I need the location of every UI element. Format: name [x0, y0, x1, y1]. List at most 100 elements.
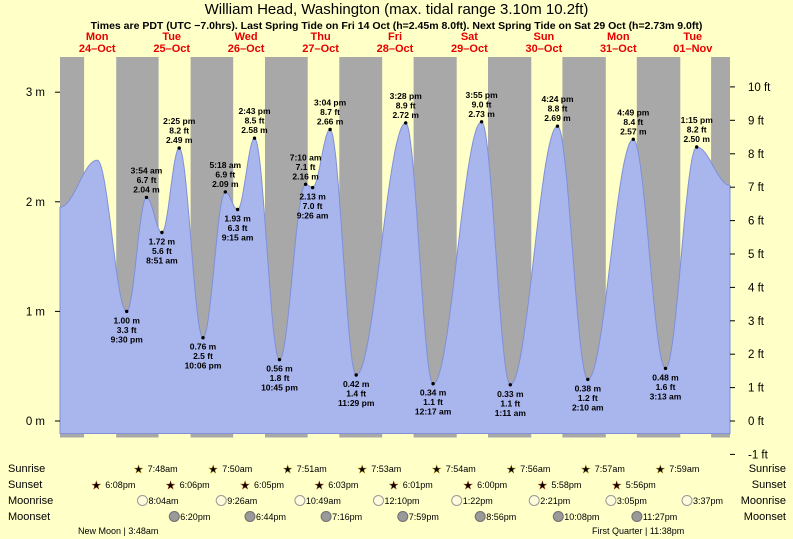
y-axis-right-label: 8 ft [748, 149, 765, 161]
tide-point-low [235, 207, 240, 212]
row-label-right-moonset: Moonset [744, 511, 786, 523]
moonrise-time: 8:04am [149, 496, 179, 506]
moonrise-circle-icon [294, 495, 306, 506]
tide-annotation-low: 2:10 am [572, 402, 604, 412]
tide-point-high [479, 120, 484, 124]
sunset-time: 6:01pm [403, 480, 433, 490]
tide-point-low [586, 377, 590, 382]
tide-annotation-high: 8.2 ft [169, 126, 189, 136]
moonrise-time: 3:37pm [693, 496, 723, 506]
sunset-star-icon: ★ [314, 480, 324, 492]
moonset-time: 10:08pm [564, 512, 599, 522]
day-label-weekday: Fri [388, 31, 402, 43]
page-subtitle: Times are PDT (UTC −7.0hrs). Last Spring… [90, 20, 703, 32]
tide-annotation-high: 4:49 pm [617, 107, 650, 117]
tide-annotation-low: 3:13 am [650, 391, 682, 401]
moonrise-circle-icon [528, 495, 540, 506]
tide-annotation-high: 6.7 ft [137, 175, 157, 185]
sunrise-star-icon: ★ [283, 464, 293, 476]
moonrise-time: 10:49am [306, 496, 341, 506]
tide-point-high [177, 146, 181, 150]
y-axis-right-tick [730, 220, 735, 222]
sunrise-time: 7:57am [595, 464, 625, 474]
tide-annotation-low: 0.38 m [575, 383, 602, 393]
tide-point-low [201, 336, 205, 340]
tide-annotation-high: 7:10 am [290, 152, 322, 162]
tide-annotation-low: 0.42 m [343, 379, 370, 389]
tide-annotation-low: 1.72 m [149, 237, 176, 247]
sunrise-star-icon: ★ [134, 464, 144, 476]
day-label-weekday: Sat [461, 31, 478, 43]
tide-annotation-high: 2.58 m [241, 125, 268, 135]
tide-annotation-high: 8.7 ft [320, 107, 340, 117]
tide-annotation-low: 1.2 ft [578, 393, 598, 403]
y-axis-left-tick [55, 420, 60, 422]
y-axis-right-label: 3 ft [748, 316, 765, 328]
tide-point-high [223, 190, 227, 194]
tide-annotation-high: 2:43 pm [238, 106, 271, 116]
y-axis-right-label: -1 ft [748, 449, 769, 461]
y-axis-right-tick [730, 86, 735, 88]
page-title: William Head, Washington (max. tidal ran… [204, 1, 589, 18]
moonset-circle-icon [168, 511, 180, 522]
tide-annotation-high: 8.2 ft [687, 125, 707, 135]
sunset-star-icon: ★ [612, 480, 622, 492]
y-axis-right-tick [730, 253, 735, 255]
tide-annotation-high: 9.0 ft [472, 99, 492, 109]
tide-annotation-low: 1:11 am [495, 408, 527, 418]
sunset-time: 6:08pm [105, 480, 135, 490]
sunset-time: 6:00pm [477, 480, 507, 490]
moonset-circle-icon [397, 511, 409, 522]
sunset-time: 6:06pm [180, 480, 210, 490]
sunset-star-icon: ★ [166, 480, 176, 492]
y-axis-right-label: 0 ft [748, 416, 765, 428]
sunrise-star-icon: ★ [357, 464, 367, 476]
tide-point-low [160, 230, 164, 235]
tide-point-low [277, 357, 282, 362]
tide-annotation-high: 5:18 am [209, 160, 241, 170]
tide-annotation-high: 8.4 ft [623, 117, 643, 127]
moonrise-circle-icon [681, 495, 693, 506]
tide-point-low [431, 382, 435, 386]
tide-point-high [328, 127, 332, 132]
tide-point-high [555, 124, 560, 128]
day-label-weekday: Thu [311, 31, 331, 43]
sunset-star-icon: ★ [240, 480, 250, 492]
y-axis-right-tick [730, 153, 735, 155]
tide-annotation-low: 0.33 m [497, 389, 524, 399]
tide-annotation-low: 1.1 ft [500, 398, 520, 408]
row-label-left-moonrise: Moonrise [8, 495, 53, 507]
day-label-date: 01–Nov [673, 43, 713, 55]
tide-point-low [125, 309, 129, 314]
tide-point-high [252, 136, 257, 140]
moonset-time: 6:44pm [256, 512, 286, 522]
moonrise-time: 12:10pm [385, 496, 420, 506]
sunrise-star-icon: ★ [208, 464, 218, 476]
tide-annotation-high: 2.09 m [212, 179, 239, 189]
sunset-time: 6:05pm [254, 480, 284, 490]
tide-annotation-high: 4:24 pm [541, 94, 574, 104]
moonrise-time: 3:05pm [617, 496, 647, 506]
y-axis-right-label: 9 ft [748, 115, 765, 127]
moonset-circle-icon [631, 511, 643, 522]
day-label-weekday: Wed [235, 31, 258, 43]
tide-annotation-high: 8.9 ft [396, 100, 416, 110]
moon-phase-new-moon: New Moon | 3:48am [78, 526, 158, 536]
y-axis-left-tick [55, 91, 60, 93]
moonset-time: 6:20pm [180, 512, 210, 522]
day-label-weekday: Mon [607, 31, 630, 43]
moonset-time: 11:27pm [643, 512, 677, 522]
sunrise-time: 7:53am [371, 464, 401, 474]
row-label-right-moonrise: Moonrise [741, 495, 786, 507]
sunrise-time: 7:50am [222, 464, 252, 474]
sunrise-time: 7:51am [297, 464, 327, 474]
sunset-time: 6:03pm [328, 480, 358, 490]
moonset-time: 7:16pm [332, 512, 362, 522]
y-axis-right-tick [730, 286, 735, 288]
sunrise-time: 7:48am [148, 464, 178, 474]
day-label-date: 26–Oct [228, 43, 265, 55]
moonset-time: 8:56pm [486, 512, 516, 522]
y-axis-right-label: 10 ft [748, 82, 771, 94]
tide-annotation-low: 2.13 m [299, 192, 326, 202]
